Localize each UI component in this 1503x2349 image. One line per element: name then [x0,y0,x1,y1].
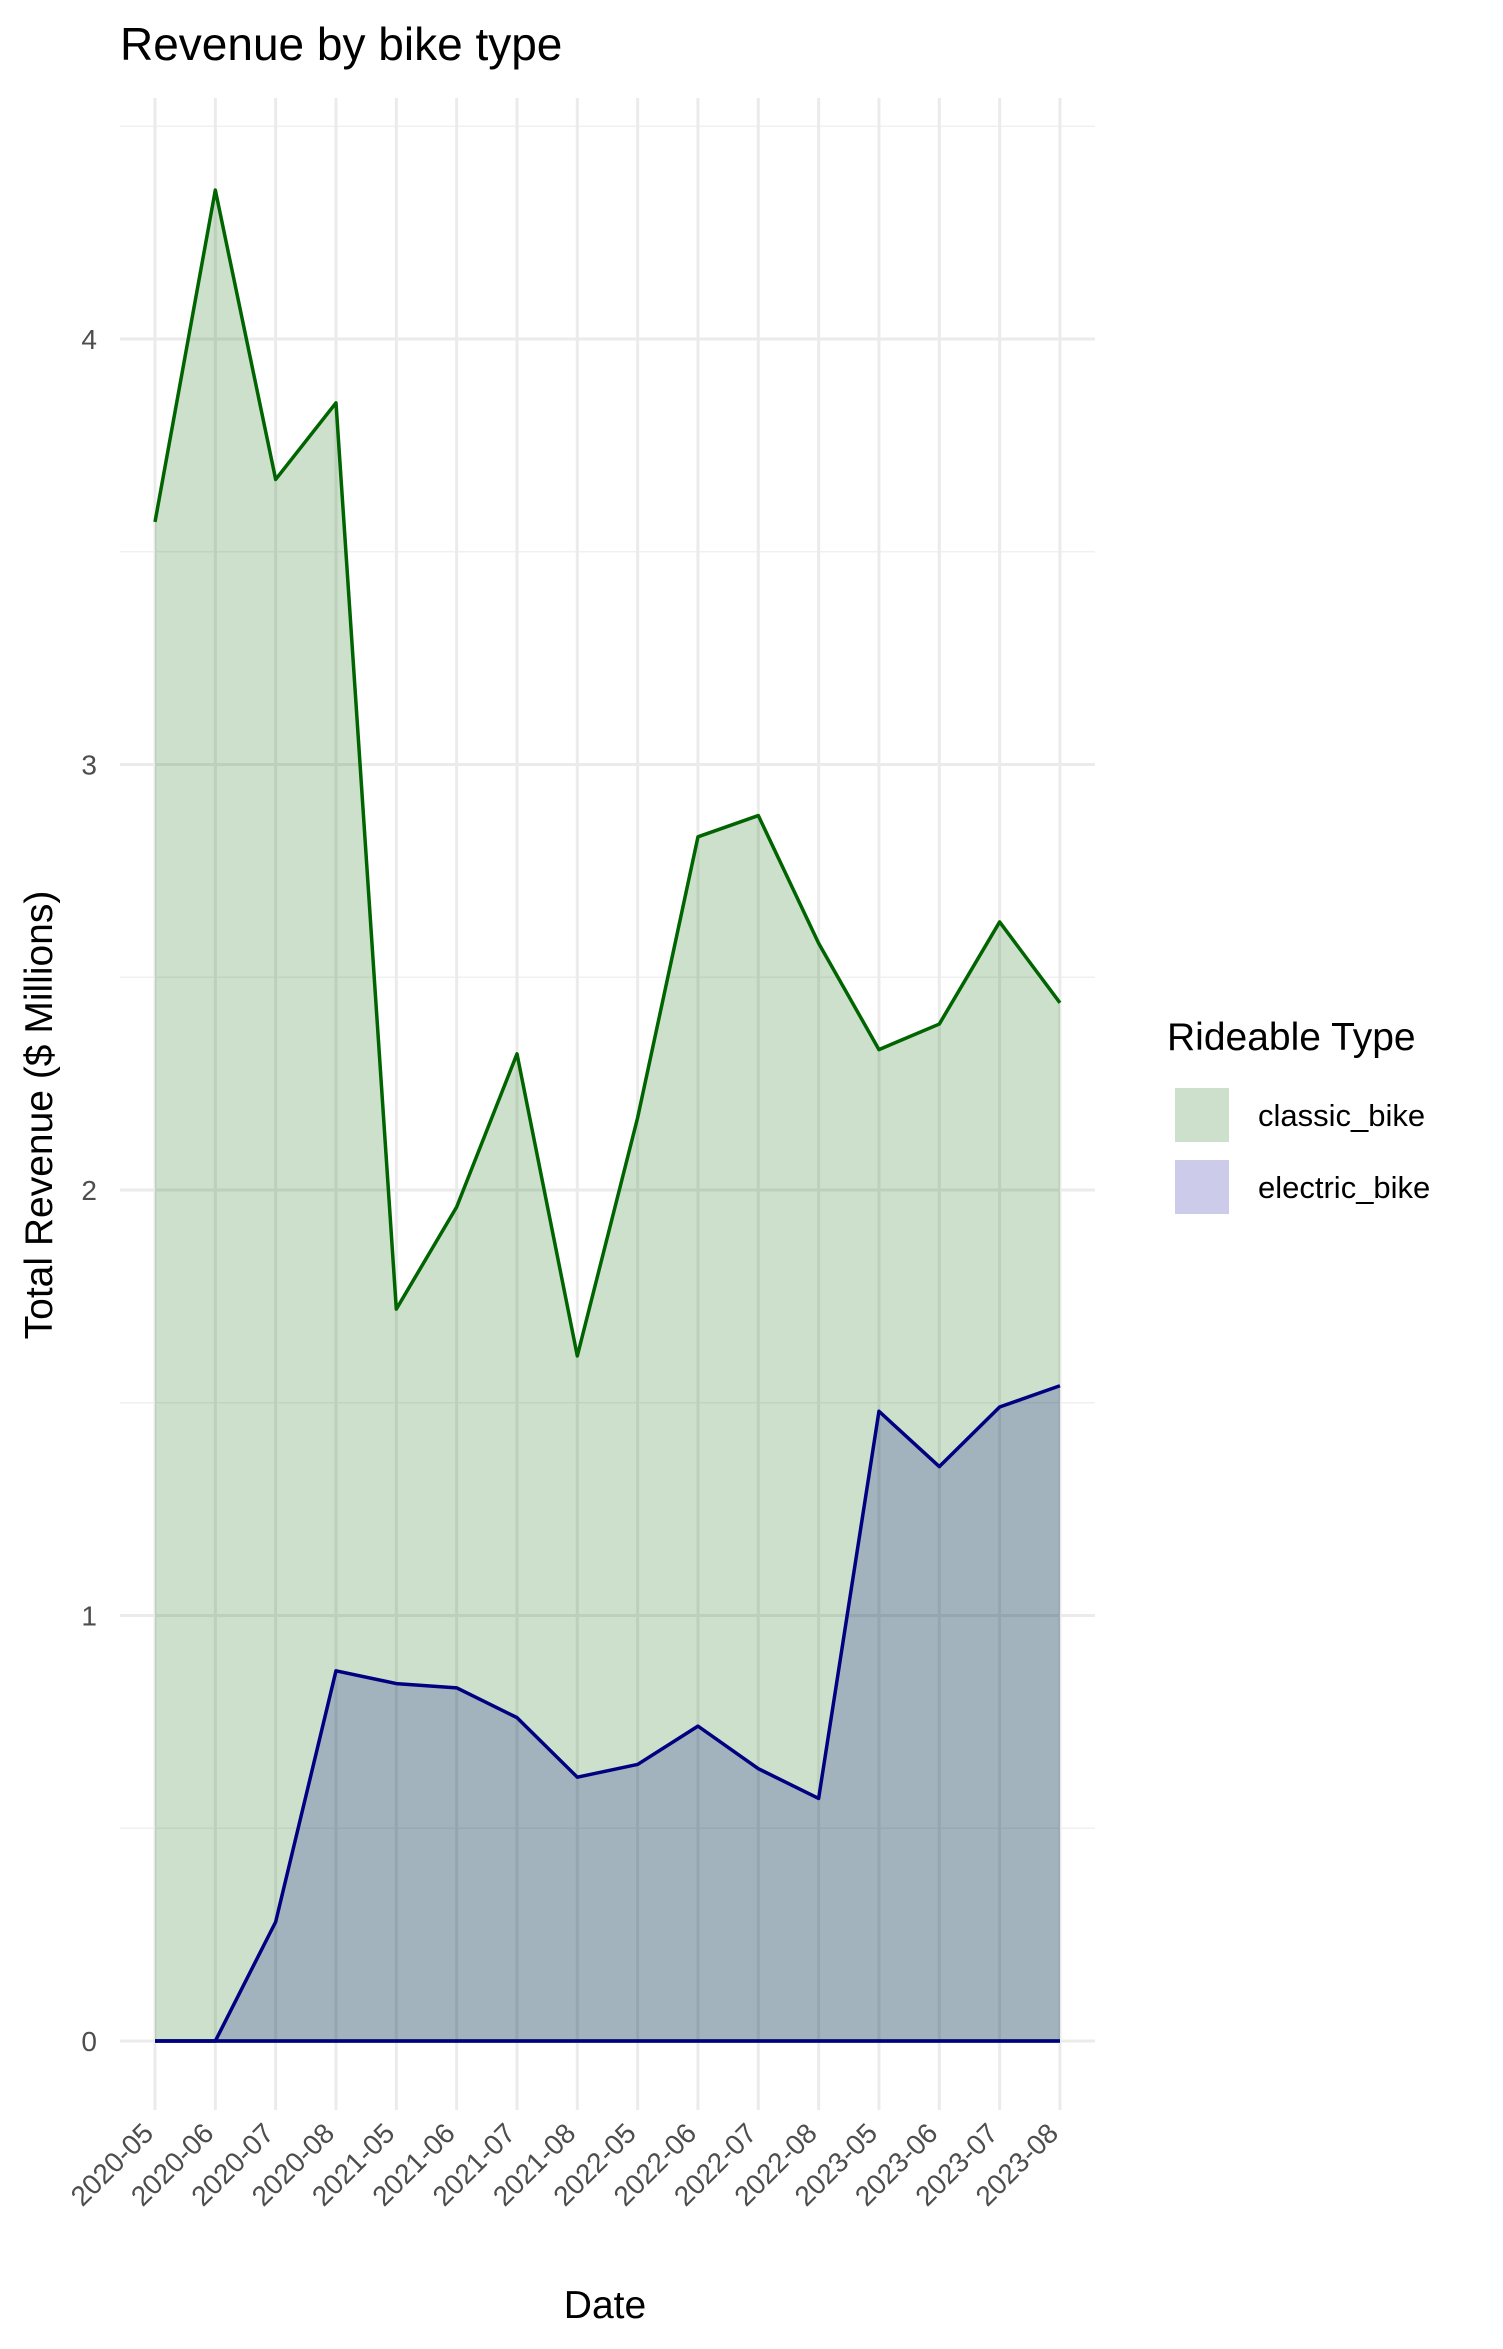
legend-key-electric_bike [1175,1160,1229,1214]
line-electric_bike [155,1384,1061,2043]
y-axis-title: Total Revenue ($ Millions) [18,891,61,1340]
legend-title: Rideable Type [1167,1016,1416,1059]
area-classic_bike [155,190,1060,2042]
y-tick-label: 2 [81,1175,97,1206]
area-electric_bike [155,1385,1060,2041]
legend-label-classic_bike: classic_bike [1258,1098,1425,1133]
chart-title: Revenue by bike type [120,18,562,70]
y-tick-label: 1 [81,1601,97,1632]
legend: Rideable Type classic_bike electric_bike [1167,1016,1430,1214]
series-lines [153,188,1062,2043]
y-tick-label: 3 [81,750,97,781]
legend-key-classic_bike [1175,1088,1229,1142]
line-classic_bike [153,188,1062,1358]
y-tick-label: 4 [81,324,97,355]
x-axis-title: Date [564,2284,646,2327]
legend-label-electric_bike: electric_bike [1258,1170,1430,1205]
x-axis-ticks: 2020-052020-062020-072020-082021-052021-… [65,2117,1065,2212]
y-tick-label: 0 [81,2026,97,2057]
y-axis-ticks: 0 1 2 3 4 [81,324,97,2057]
area-layers [155,190,1060,2042]
